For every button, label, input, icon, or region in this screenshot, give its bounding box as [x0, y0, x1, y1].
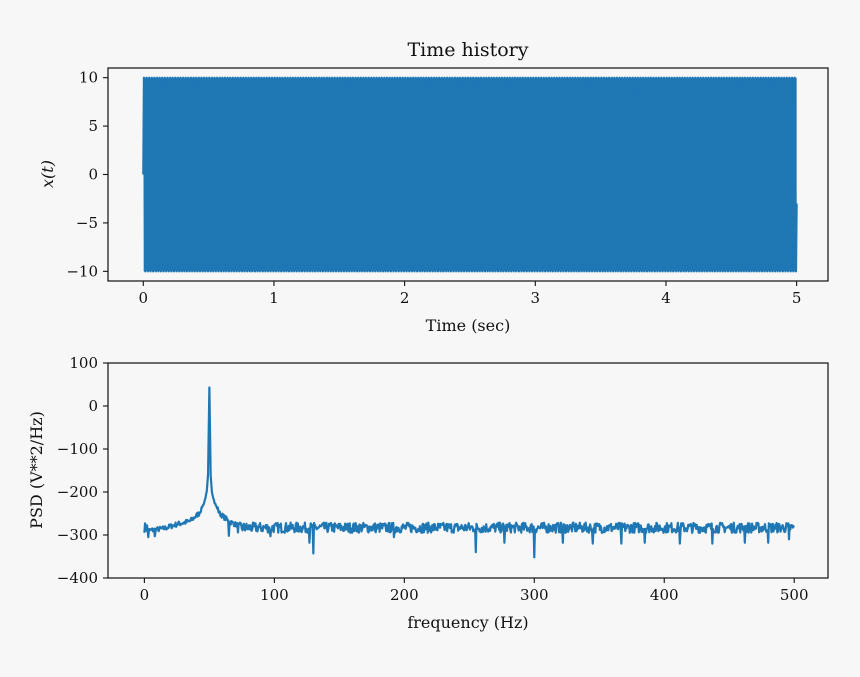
time-history-title: Time history	[407, 39, 528, 61]
psd-y-tick-label: −300	[57, 526, 98, 544]
time-history-y-tick-label: 5	[88, 117, 98, 135]
time-history-x-axis-label: Time (sec)	[426, 316, 511, 335]
time-history-x-tick-label: 3	[531, 289, 541, 307]
psd-y-tick-label: −100	[57, 440, 98, 458]
time-history-y-tick-label: 0	[88, 166, 98, 184]
time-history-x-tick-label: 5	[792, 289, 802, 307]
psd-y-ticks: −400 −300 −200 −100 0 100	[57, 354, 108, 587]
time-history-x-tick-label: 2	[400, 289, 410, 307]
time-history-signal-line	[142, 76, 798, 273]
time-history-x-ticks: 0 1 2 3 4 5	[139, 281, 802, 307]
time-history-y-tick-label: 10	[79, 69, 98, 87]
psd-x-tick-label: 0	[140, 586, 150, 604]
psd-y-tick-label: −400	[57, 569, 98, 587]
psd-x-axis-label: frequency (Hz)	[407, 613, 528, 632]
time-history-y-axis-label: x(t)	[38, 160, 57, 188]
time-history-plot-area	[142, 76, 798, 273]
time-history-x-tick-label: 1	[269, 289, 279, 307]
psd-x-tick-label: 500	[780, 586, 809, 604]
psd-x-tick-label: 200	[390, 586, 419, 604]
psd-x-tick-label: 100	[260, 586, 289, 604]
psd-series-line	[143, 386, 795, 559]
psd-plot-area	[143, 386, 795, 559]
psd-y-tick-label: 100	[69, 354, 98, 372]
psd-y-tick-label: −200	[57, 483, 98, 501]
psd-x-ticks: 0 100 200 300 400 500	[140, 578, 809, 604]
time-history-y-tick-label: −5	[76, 214, 98, 232]
time-history-plot: Time history 0 1 2 3 4 5 −10 −5 0 5 10 Time (sec)…	[38, 39, 829, 335]
time-history-x-tick-label: 0	[139, 289, 149, 307]
psd-y-axis-label: PSD (V**2/Hz)	[27, 411, 46, 529]
psd-x-tick-label: 300	[520, 586, 549, 604]
psd-plot: 0 100 200 300 400 500 −400 −300 −200 −100 0 100 fr…	[27, 354, 829, 632]
psd-x-tick-label: 400	[650, 586, 679, 604]
time-history-x-tick-label: 4	[661, 289, 671, 307]
time-history-y-tick-label: −10	[66, 262, 98, 280]
psd-y-tick-label: 0	[88, 397, 98, 415]
psd-axes-frame	[107, 362, 829, 579]
time-history-y-ticks: −10 −5 0 5 10	[66, 69, 108, 280]
